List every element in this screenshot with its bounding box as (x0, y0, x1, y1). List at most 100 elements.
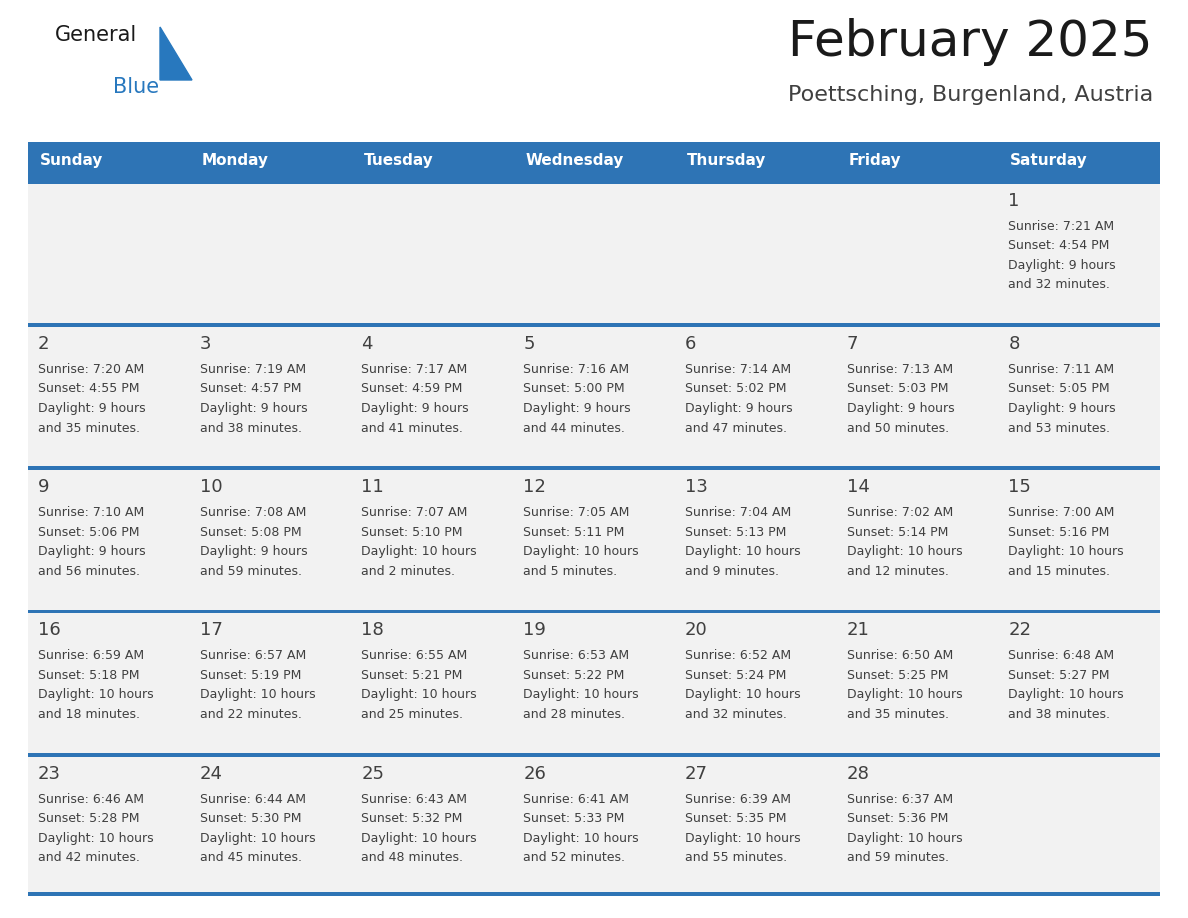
Text: Daylight: 10 hours: Daylight: 10 hours (361, 545, 478, 558)
Text: and 15 minutes.: and 15 minutes. (1009, 565, 1111, 577)
Text: 16: 16 (38, 621, 61, 640)
Text: Sunrise: 7:17 AM: Sunrise: 7:17 AM (361, 363, 468, 376)
Text: Sunset: 5:33 PM: Sunset: 5:33 PM (523, 812, 625, 825)
Text: February 2025: February 2025 (789, 18, 1154, 66)
Bar (998, 142, 1159, 180)
Text: Sunrise: 7:08 AM: Sunrise: 7:08 AM (200, 506, 307, 520)
Text: 26: 26 (523, 765, 546, 783)
Text: Sunrise: 6:52 AM: Sunrise: 6:52 AM (684, 649, 791, 663)
Text: Sunrise: 6:57 AM: Sunrise: 6:57 AM (200, 649, 307, 663)
Text: and 41 minutes.: and 41 minutes. (361, 421, 463, 434)
Text: Daylight: 10 hours: Daylight: 10 hours (523, 688, 639, 701)
Bar (29, 142, 190, 180)
Bar (513, 327, 675, 466)
Text: Blue: Blue (113, 77, 159, 97)
Text: and 45 minutes.: and 45 minutes. (200, 851, 302, 864)
Bar (29, 756, 190, 896)
Text: Sunset: 5:28 PM: Sunset: 5:28 PM (38, 812, 139, 825)
Text: Daylight: 10 hours: Daylight: 10 hours (684, 545, 801, 558)
Bar (513, 470, 675, 610)
Text: Daylight: 10 hours: Daylight: 10 hours (38, 832, 153, 845)
Text: Sunrise: 7:20 AM: Sunrise: 7:20 AM (38, 363, 144, 376)
Bar (352, 756, 513, 896)
Polygon shape (160, 27, 192, 80)
Text: 4: 4 (361, 335, 373, 353)
Bar (190, 756, 352, 896)
Text: and 28 minutes.: and 28 minutes. (523, 708, 625, 721)
Text: Daylight: 9 hours: Daylight: 9 hours (684, 402, 792, 415)
Text: Sunset: 5:00 PM: Sunset: 5:00 PM (523, 383, 625, 396)
Text: 18: 18 (361, 621, 384, 640)
Text: 19: 19 (523, 621, 546, 640)
Text: and 18 minutes.: and 18 minutes. (38, 708, 140, 721)
Bar (998, 613, 1159, 753)
Bar (29, 327, 190, 466)
Text: and 38 minutes.: and 38 minutes. (1009, 708, 1111, 721)
Text: Sunset: 4:55 PM: Sunset: 4:55 PM (38, 383, 139, 396)
Text: Sunrise: 7:10 AM: Sunrise: 7:10 AM (38, 506, 144, 520)
Text: 9: 9 (38, 478, 50, 497)
Text: 2: 2 (38, 335, 50, 353)
Bar (675, 184, 836, 323)
Text: Sunday: Sunday (40, 153, 103, 169)
Text: Sunset: 5:35 PM: Sunset: 5:35 PM (684, 812, 786, 825)
Bar (29, 753, 1159, 756)
Text: Daylight: 10 hours: Daylight: 10 hours (847, 832, 962, 845)
Text: Daylight: 10 hours: Daylight: 10 hours (523, 545, 639, 558)
Bar (29, 466, 1159, 470)
Text: Daylight: 10 hours: Daylight: 10 hours (200, 832, 315, 845)
Text: 13: 13 (684, 478, 708, 497)
Text: 1: 1 (1009, 192, 1019, 210)
Text: Sunset: 5:02 PM: Sunset: 5:02 PM (684, 383, 786, 396)
Bar (675, 613, 836, 753)
Text: Sunrise: 7:07 AM: Sunrise: 7:07 AM (361, 506, 468, 520)
Bar (675, 142, 836, 180)
Text: Daylight: 9 hours: Daylight: 9 hours (200, 402, 308, 415)
Text: Sunset: 5:30 PM: Sunset: 5:30 PM (200, 812, 302, 825)
Text: Sunset: 5:05 PM: Sunset: 5:05 PM (1009, 383, 1110, 396)
Text: Daylight: 9 hours: Daylight: 9 hours (1009, 402, 1116, 415)
Text: 7: 7 (847, 335, 858, 353)
Text: 8: 8 (1009, 335, 1019, 353)
Text: and 5 minutes.: and 5 minutes. (523, 565, 618, 577)
Bar (29, 323, 1159, 327)
Bar (836, 142, 998, 180)
Bar (29, 892, 1159, 896)
Bar (29, 470, 190, 610)
Text: Daylight: 9 hours: Daylight: 9 hours (38, 545, 146, 558)
Text: and 55 minutes.: and 55 minutes. (684, 851, 786, 864)
Text: Daylight: 9 hours: Daylight: 9 hours (361, 402, 469, 415)
Text: 22: 22 (1009, 621, 1031, 640)
Text: Sunrise: 7:04 AM: Sunrise: 7:04 AM (684, 506, 791, 520)
Bar (190, 327, 352, 466)
Bar (190, 184, 352, 323)
Text: Sunrise: 7:21 AM: Sunrise: 7:21 AM (1009, 219, 1114, 233)
Text: Sunset: 4:54 PM: Sunset: 4:54 PM (1009, 240, 1110, 252)
Text: Sunset: 5:11 PM: Sunset: 5:11 PM (523, 526, 625, 539)
Bar (352, 327, 513, 466)
Text: Sunset: 4:57 PM: Sunset: 4:57 PM (200, 383, 302, 396)
Text: Daylight: 10 hours: Daylight: 10 hours (1009, 545, 1124, 558)
Text: Friday: Friday (848, 153, 902, 169)
Text: Sunrise: 6:59 AM: Sunrise: 6:59 AM (38, 649, 144, 663)
Text: 27: 27 (684, 765, 708, 783)
Text: General: General (55, 25, 138, 45)
Text: Sunset: 5:03 PM: Sunset: 5:03 PM (847, 383, 948, 396)
Text: and 25 minutes.: and 25 minutes. (361, 708, 463, 721)
Text: Sunset: 5:16 PM: Sunset: 5:16 PM (1009, 526, 1110, 539)
Text: Daylight: 10 hours: Daylight: 10 hours (847, 545, 962, 558)
Text: and 9 minutes.: and 9 minutes. (684, 565, 779, 577)
Text: Daylight: 9 hours: Daylight: 9 hours (523, 402, 631, 415)
Bar (513, 184, 675, 323)
Text: Sunrise: 6:37 AM: Sunrise: 6:37 AM (847, 792, 953, 806)
Text: 5: 5 (523, 335, 535, 353)
Text: Sunset: 5:21 PM: Sunset: 5:21 PM (361, 669, 463, 682)
Text: and 47 minutes.: and 47 minutes. (684, 421, 786, 434)
Text: Sunrise: 7:02 AM: Sunrise: 7:02 AM (847, 506, 953, 520)
Bar (352, 470, 513, 610)
Bar (675, 756, 836, 896)
Bar (29, 180, 1159, 184)
Bar (352, 142, 513, 180)
Text: 25: 25 (361, 765, 385, 783)
Bar (190, 470, 352, 610)
